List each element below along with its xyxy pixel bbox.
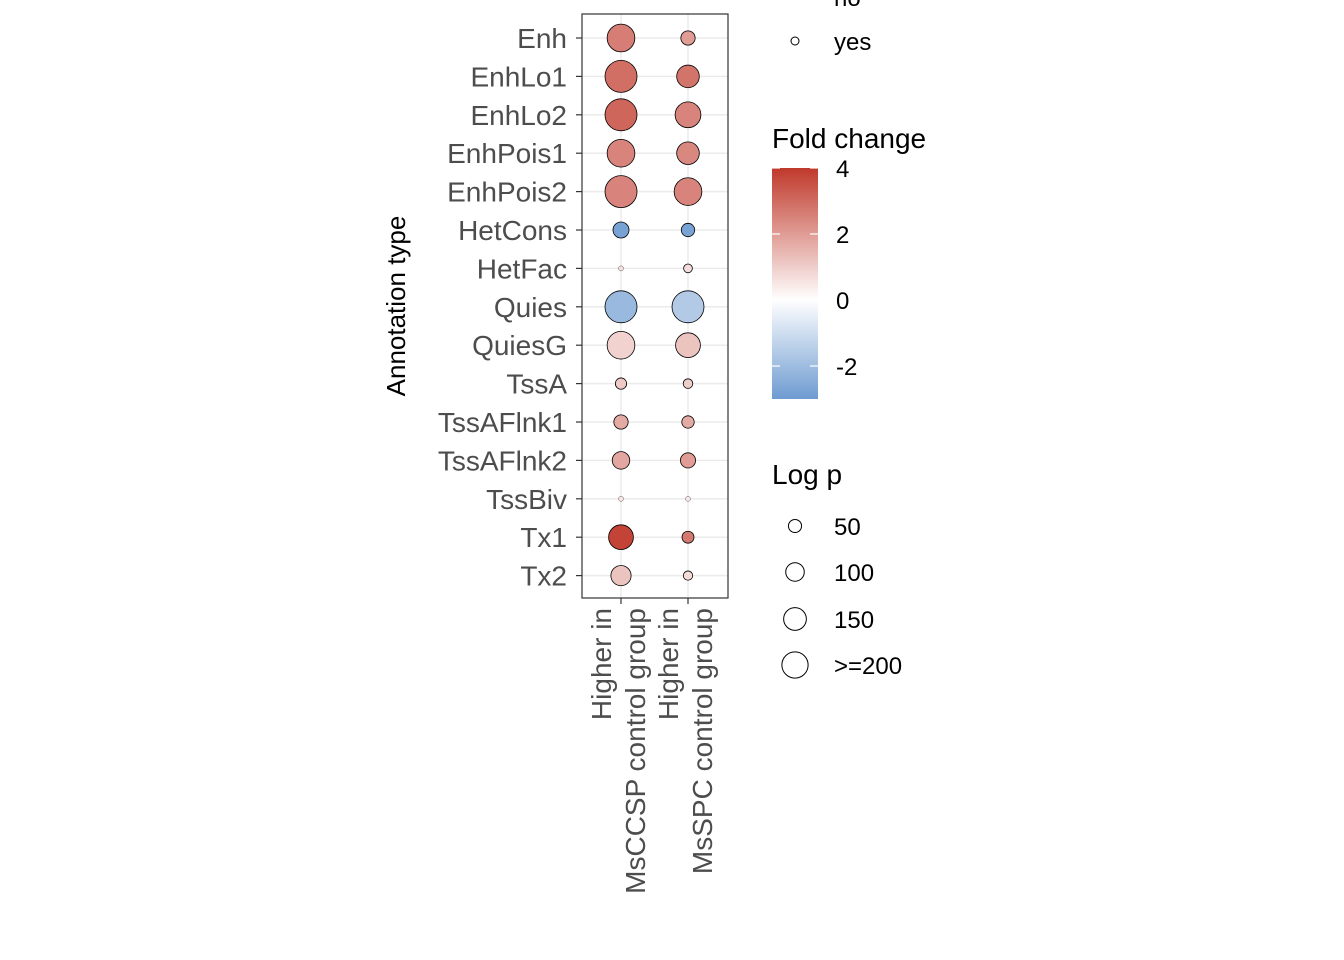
bubble-enhlo1-group1 [604, 60, 638, 93]
bubble-tx1-group2 [681, 530, 695, 544]
bubble-tssaflnk2-group2 [680, 452, 696, 469]
colorbar-tick-label: 2 [836, 222, 849, 249]
y-tick-label: HetFac [477, 253, 567, 284]
y-tick-label: TssAFlnk1 [438, 407, 567, 438]
y-tick-label: TssBiv [486, 484, 567, 515]
plot-panel-border [581, 13, 729, 599]
x-tick-label-line: MsSPC control group [687, 608, 718, 874]
log-p-legend-label: 100 [834, 560, 874, 587]
bubble-tssaflnk1-group2 [681, 415, 695, 429]
legend-no-label: no [834, 0, 861, 12]
bubble-tx2-group2 [682, 570, 694, 581]
fold-change-legend: Fold change 4 2 0 -2 [772, 123, 926, 399]
y-tick-label: Quies [494, 292, 567, 323]
bubble-hetfac-group1 [618, 265, 624, 272]
bubble-enhlo2-group1 [604, 98, 638, 132]
log-p-legend-label: 150 [834, 607, 874, 634]
y-tick-label: TssAFlnk2 [438, 445, 567, 476]
log-p-legend: Log p 50 100 150 >=200 [772, 459, 902, 680]
x-tick-label-line: MsCCSP control group [620, 608, 651, 894]
bubble-hetfac-group2 [683, 263, 693, 274]
legend-yes-label: yes [834, 29, 871, 56]
bubble-hetcons-group2 [680, 222, 696, 238]
x-tick-label-line: Higher in [586, 608, 617, 720]
x-axis: Higher in MsCCSP control group Higher in Ms… [586, 598, 718, 894]
x-tick-label-line: Higher in [653, 608, 684, 720]
legend-yes-circle [790, 36, 800, 46]
y-tick-label: Tx1 [520, 522, 567, 553]
bubble-tx1-group1 [608, 524, 634, 550]
fold-change-legend-title: Fold change [772, 123, 926, 154]
y-axis: Enh EnhLo1 EnhLo2 EnhPois1 EnhPois2 HetCons He… [438, 23, 582, 592]
y-tick-label: Tx2 [520, 561, 567, 592]
log-p-legend-title: Log p [772, 459, 842, 490]
y-tick-label: QuiesG [472, 330, 567, 361]
bubble-quiesg-group1 [606, 330, 636, 360]
bubble-enhpois1-group2 [676, 141, 700, 165]
bubble-enhpois1-group1 [606, 138, 636, 168]
log-p-legend-label: >=200 [834, 653, 902, 680]
bubble-tx2-group1 [610, 565, 632, 587]
bubble-hetcons-group1 [612, 221, 630, 239]
colorbar-tick-label: 4 [836, 156, 849, 183]
bubble-tssbiv-group2 [685, 496, 691, 502]
bubble-tssaflnk1-group1 [613, 414, 629, 430]
bubble-enh-group1 [606, 23, 636, 53]
bubble-tssa-group1 [614, 377, 628, 390]
bubble-enhpois2-group2 [673, 177, 703, 206]
colorbar-ticks: 4 2 0 -2 [772, 156, 857, 381]
y-tick-label: TssA [506, 369, 567, 400]
y-tick-label: EnhPois1 [447, 138, 567, 169]
fold-change-colorbar [772, 168, 818, 399]
y-axis-title: Annotation type [381, 216, 411, 397]
log-p-legend-entries: 50 100 150 >=200 [781, 514, 902, 680]
colorbar-tick-label: 0 [836, 288, 849, 315]
log-p-legend-circle [781, 651, 809, 679]
bubble-enhpois2-group1 [604, 175, 638, 209]
bubble-quies-group1 [604, 290, 638, 324]
bubble-tssa-group2 [682, 378, 694, 389]
x-tick-label: Higher in MsSPC control group [653, 608, 718, 874]
y-tick-label: EnhLo1 [470, 61, 567, 92]
y-tick-label: EnhPois2 [447, 177, 567, 208]
log-p-legend-label: 50 [834, 514, 861, 541]
bubble-enh-group2 [680, 30, 696, 46]
log-p-legend-circle [785, 562, 805, 582]
log-p-legend-circle [783, 607, 807, 631]
y-tick-label: Enh [517, 23, 567, 54]
bubbles [604, 23, 705, 587]
x-tick-label: Higher in MsCCSP control group [586, 608, 651, 894]
bubble-quies-group2 [671, 290, 705, 324]
bubble-tssaflnk2-group1 [611, 451, 631, 470]
bubble-enhlo1-group2 [676, 64, 700, 89]
log-p-legend-circle [787, 518, 803, 534]
bubble-quiesg-group2 [675, 332, 701, 358]
y-tick-label: HetCons [458, 215, 567, 246]
y-tick-label: EnhLo2 [470, 100, 567, 131]
bubble-tssbiv-group1 [618, 496, 624, 502]
bubble-enhlo2-group2 [674, 101, 702, 129]
colorbar-tick-label: -2 [836, 354, 857, 381]
significant-legend: no yes [790, 0, 871, 56]
grid-lines [582, 14, 728, 598]
